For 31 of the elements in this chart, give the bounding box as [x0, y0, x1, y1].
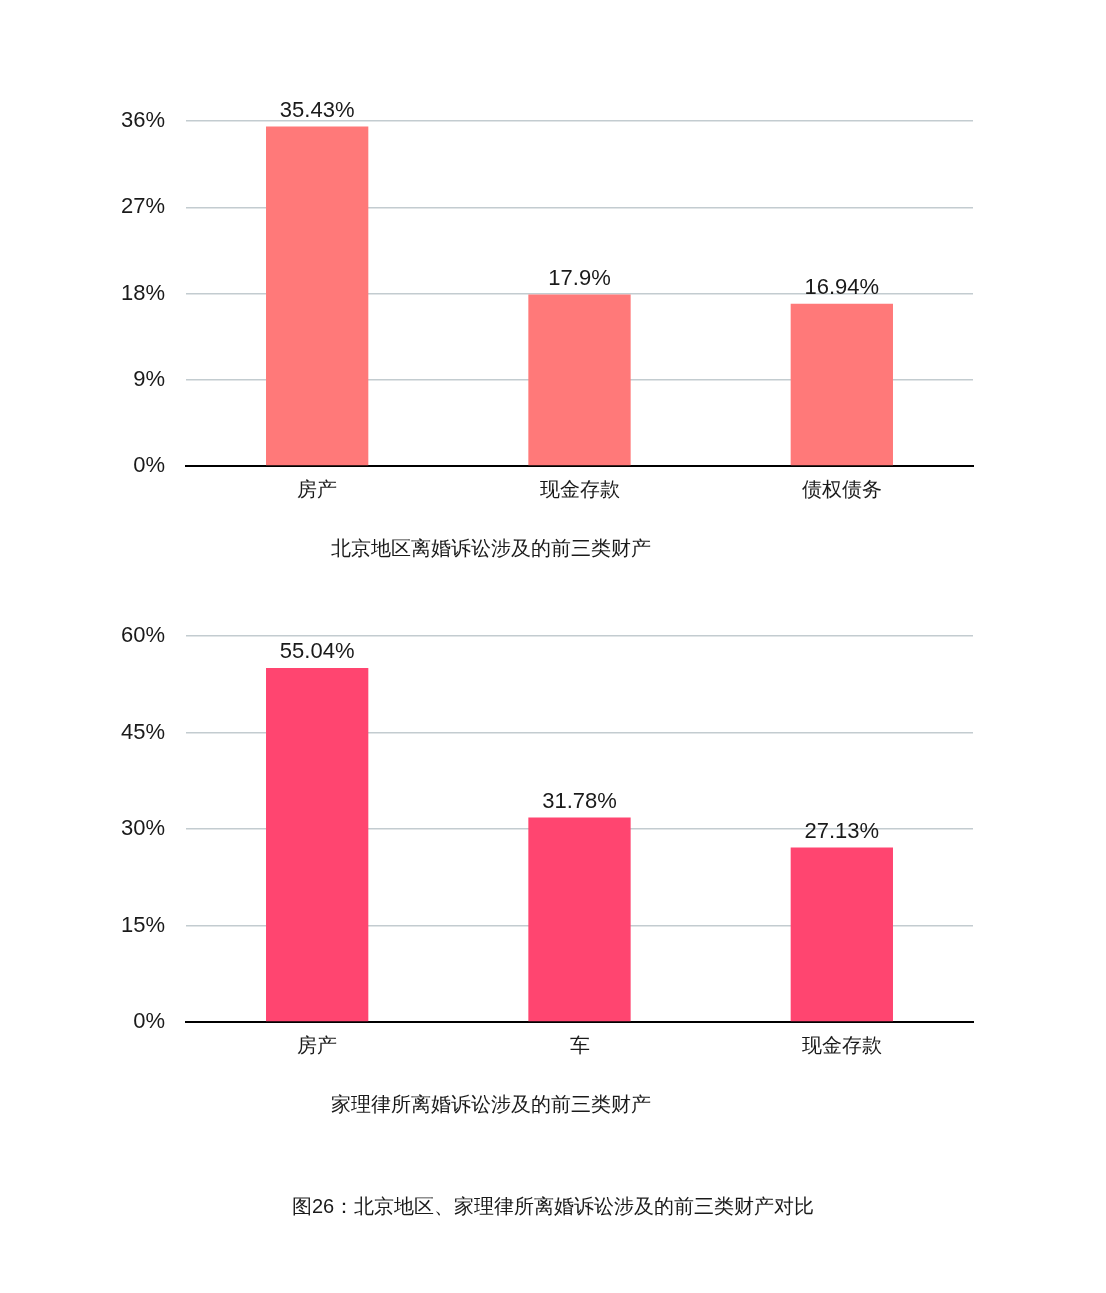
data-label: 16.94%	[804, 273, 880, 299]
bar	[790, 847, 893, 1022]
y-tick-label: 36%	[120, 107, 165, 133]
data-label: 27.13%	[804, 817, 880, 843]
x-tick-label: 债权债务	[801, 477, 882, 500]
data-label: 17.9%	[548, 264, 611, 290]
y-tick-label: 60%	[120, 622, 165, 648]
x-tick-label: 现金存款	[801, 1033, 882, 1056]
y-tick-label: 27%	[120, 193, 165, 219]
y-tick-label: 15%	[120, 911, 165, 937]
x-tick-label: 现金存款	[539, 477, 620, 500]
y-tick-label: 0%	[133, 1008, 165, 1034]
x-tick-label: 房产	[297, 477, 338, 500]
x-tick-label: 房产	[297, 1033, 338, 1056]
y-tick-label: 0%	[133, 452, 165, 478]
bar	[528, 294, 631, 466]
bar	[266, 667, 369, 1022]
y-tick-label: 30%	[120, 815, 165, 841]
data-label: 31.78%	[542, 787, 617, 813]
y-tick-label: 9%	[133, 365, 165, 391]
y-tick-label: 18%	[120, 279, 165, 305]
text: 北京地区离婚诉讼涉及的前三类财产	[330, 536, 651, 559]
x-tick-label: 车	[569, 1033, 590, 1056]
text: 家理律所离婚诉讼涉及的前三类财产	[330, 1092, 651, 1115]
bar	[790, 303, 893, 466]
data-label: 55.04%	[279, 637, 355, 663]
bar	[266, 126, 369, 466]
data-label: 35.43%	[279, 96, 355, 122]
caption: 图26：北京地区、家理律所离婚诉讼涉及的前三类财产对比	[290, 1194, 816, 1219]
bar	[528, 817, 631, 1022]
y-tick-label: 45%	[120, 718, 165, 744]
